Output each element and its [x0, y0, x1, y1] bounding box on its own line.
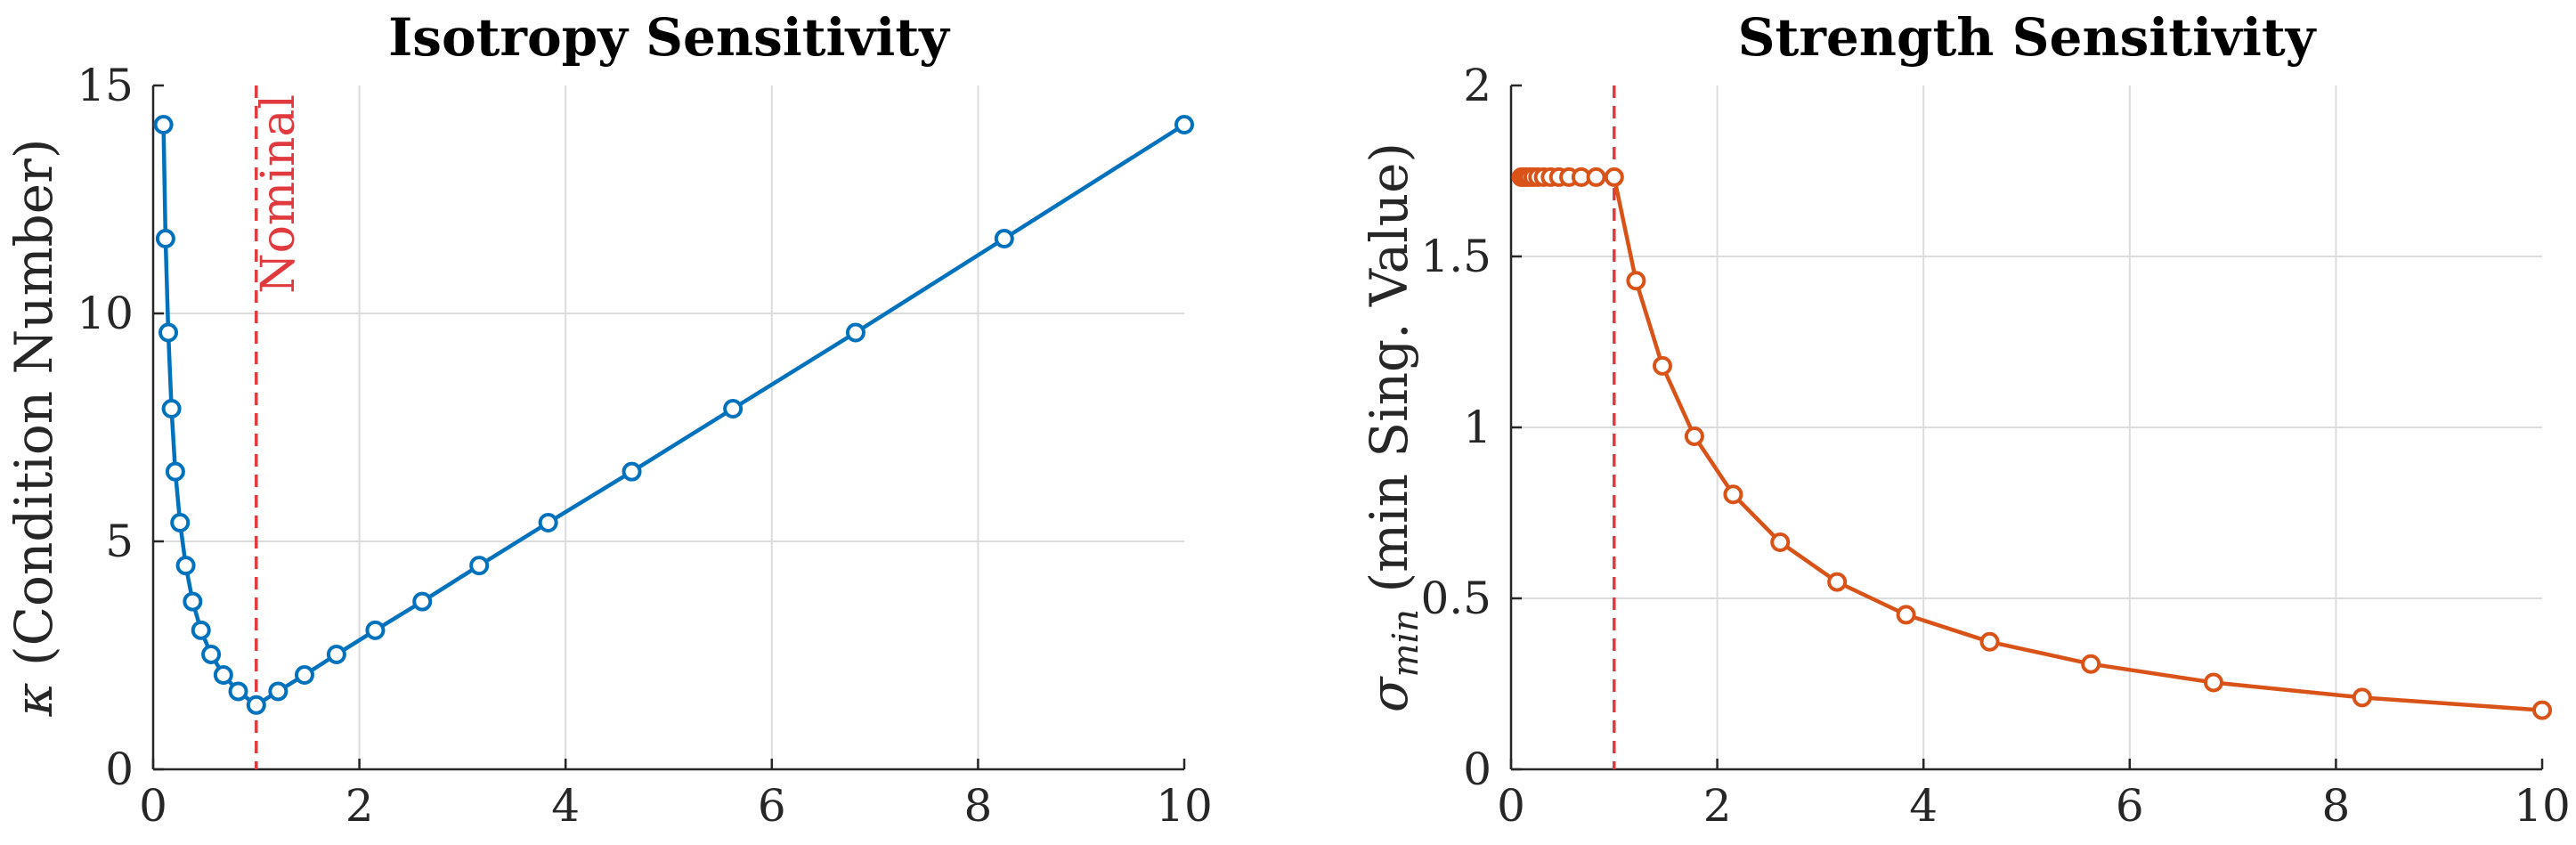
isotropy-x-tick-label: 8	[963, 780, 992, 832]
isotropy-data-point	[246, 695, 266, 715]
isotropy-y-tick-label: 10	[77, 288, 134, 339]
isotropy-data-point	[994, 229, 1014, 249]
strength-x-tick-label: 4	[1909, 780, 1938, 832]
isotropy-title: Isotropy Sensitivity	[388, 7, 951, 68]
isotropy-x-tick-label: 2	[345, 780, 374, 832]
isotropy-data-point	[845, 322, 865, 343]
isotropy-data-point	[469, 556, 490, 576]
isotropy-data-point	[228, 681, 248, 702]
strength-data-point	[1979, 631, 2000, 652]
strength-y-tick-label: 2	[1463, 60, 1491, 111]
strength-data-point	[1586, 167, 1606, 187]
strength-x-tick-label: 8	[2321, 780, 2350, 832]
isotropy-data-point	[165, 461, 185, 482]
isotropy-data-point	[268, 681, 288, 702]
isotropy-data-point	[161, 399, 182, 419]
strength-data-point	[2532, 700, 2552, 720]
strength-data-point	[1770, 532, 1791, 553]
isotropy-data-point	[538, 513, 558, 533]
isotropy-data-point	[365, 620, 386, 640]
strength-x-tick-label: 2	[1703, 780, 1732, 832]
strength-y-axis-symbol: σ	[1359, 676, 1419, 712]
strength-y-tick-label: 0	[1463, 743, 1491, 795]
strength-data-point	[2081, 654, 2101, 674]
isotropy-data-point	[175, 556, 196, 576]
isotropy-x-tick-label: 4	[551, 780, 580, 832]
strength-x-tick-label: 0	[1497, 780, 1525, 832]
strength-y-axis-label: σmin (min Sing. Value)	[1359, 142, 1426, 712]
strength-data-point	[1626, 271, 1646, 291]
isotropy-data-point	[213, 665, 233, 686]
isotropy-data-point	[170, 513, 191, 533]
isotropy-chart: 0 2 4 6 8 10 0 5 10 15 Isotropy Sensitivity κ (Cond…	[4, 7, 1213, 832]
isotropy-x-tick-label: 0	[139, 780, 167, 832]
isotropy-data-point	[153, 115, 174, 135]
strength-y-axis-text: (min Sing. Value)	[1359, 142, 1419, 609]
strength-y-tick-label: 1.5	[1420, 231, 1491, 282]
isotropy-data-point	[294, 665, 314, 686]
strength-x-tick-label: 10	[2514, 780, 2571, 832]
strength-data-point	[1684, 426, 1704, 446]
isotropy-data-point	[326, 644, 346, 664]
isotropy-data-point	[412, 591, 433, 612]
strength-data-point	[1723, 484, 1743, 505]
strength-data-point	[1652, 355, 1672, 376]
strength-data-point	[1827, 572, 1848, 592]
isotropy-data-point	[723, 399, 744, 419]
strength-x-tick-label: 6	[2116, 780, 2144, 832]
isotropy-data-point	[158, 322, 179, 343]
strength-y-tick-label: 0.5	[1420, 573, 1491, 624]
isotropy-data-point	[1174, 115, 1194, 135]
isotropy-data-point	[183, 591, 203, 612]
strength-data-point	[1604, 167, 1624, 187]
isotropy-x-tick-label: 6	[758, 780, 786, 832]
strength-data-point	[1896, 605, 1916, 625]
isotropy-y-tick-label: 5	[105, 516, 134, 567]
strength-chart: 0 2 4 6 8 10 0 0.5 1 1.5 2 Strength Sensitivity σmin…	[1359, 7, 2571, 832]
isotropy-y-axis-symbol: κ	[4, 682, 64, 717]
isotropy-data-point	[155, 229, 175, 249]
strength-data-point	[2352, 687, 2372, 708]
isotropy-data-point	[191, 620, 211, 640]
isotropy-y-axis-text: (Condition Number)	[4, 139, 64, 683]
isotropy-reference-label: Nominal	[252, 94, 305, 294]
isotropy-data-point	[622, 461, 642, 482]
strength-y-tick-label: 1	[1463, 402, 1491, 453]
isotropy-y-tick-label: 0	[105, 743, 134, 795]
isotropy-y-tick-label: 15	[77, 60, 134, 111]
isotropy-data-point	[201, 644, 222, 664]
strength-y-axis-subscript: min	[1386, 609, 1426, 677]
strength-title: Strength Sensitivity	[1738, 7, 2318, 68]
isotropy-x-tick-label: 10	[1156, 780, 1213, 832]
strength-data-point	[2203, 672, 2223, 693]
isotropy-y-axis-label: κ (Condition Number)	[4, 139, 64, 718]
